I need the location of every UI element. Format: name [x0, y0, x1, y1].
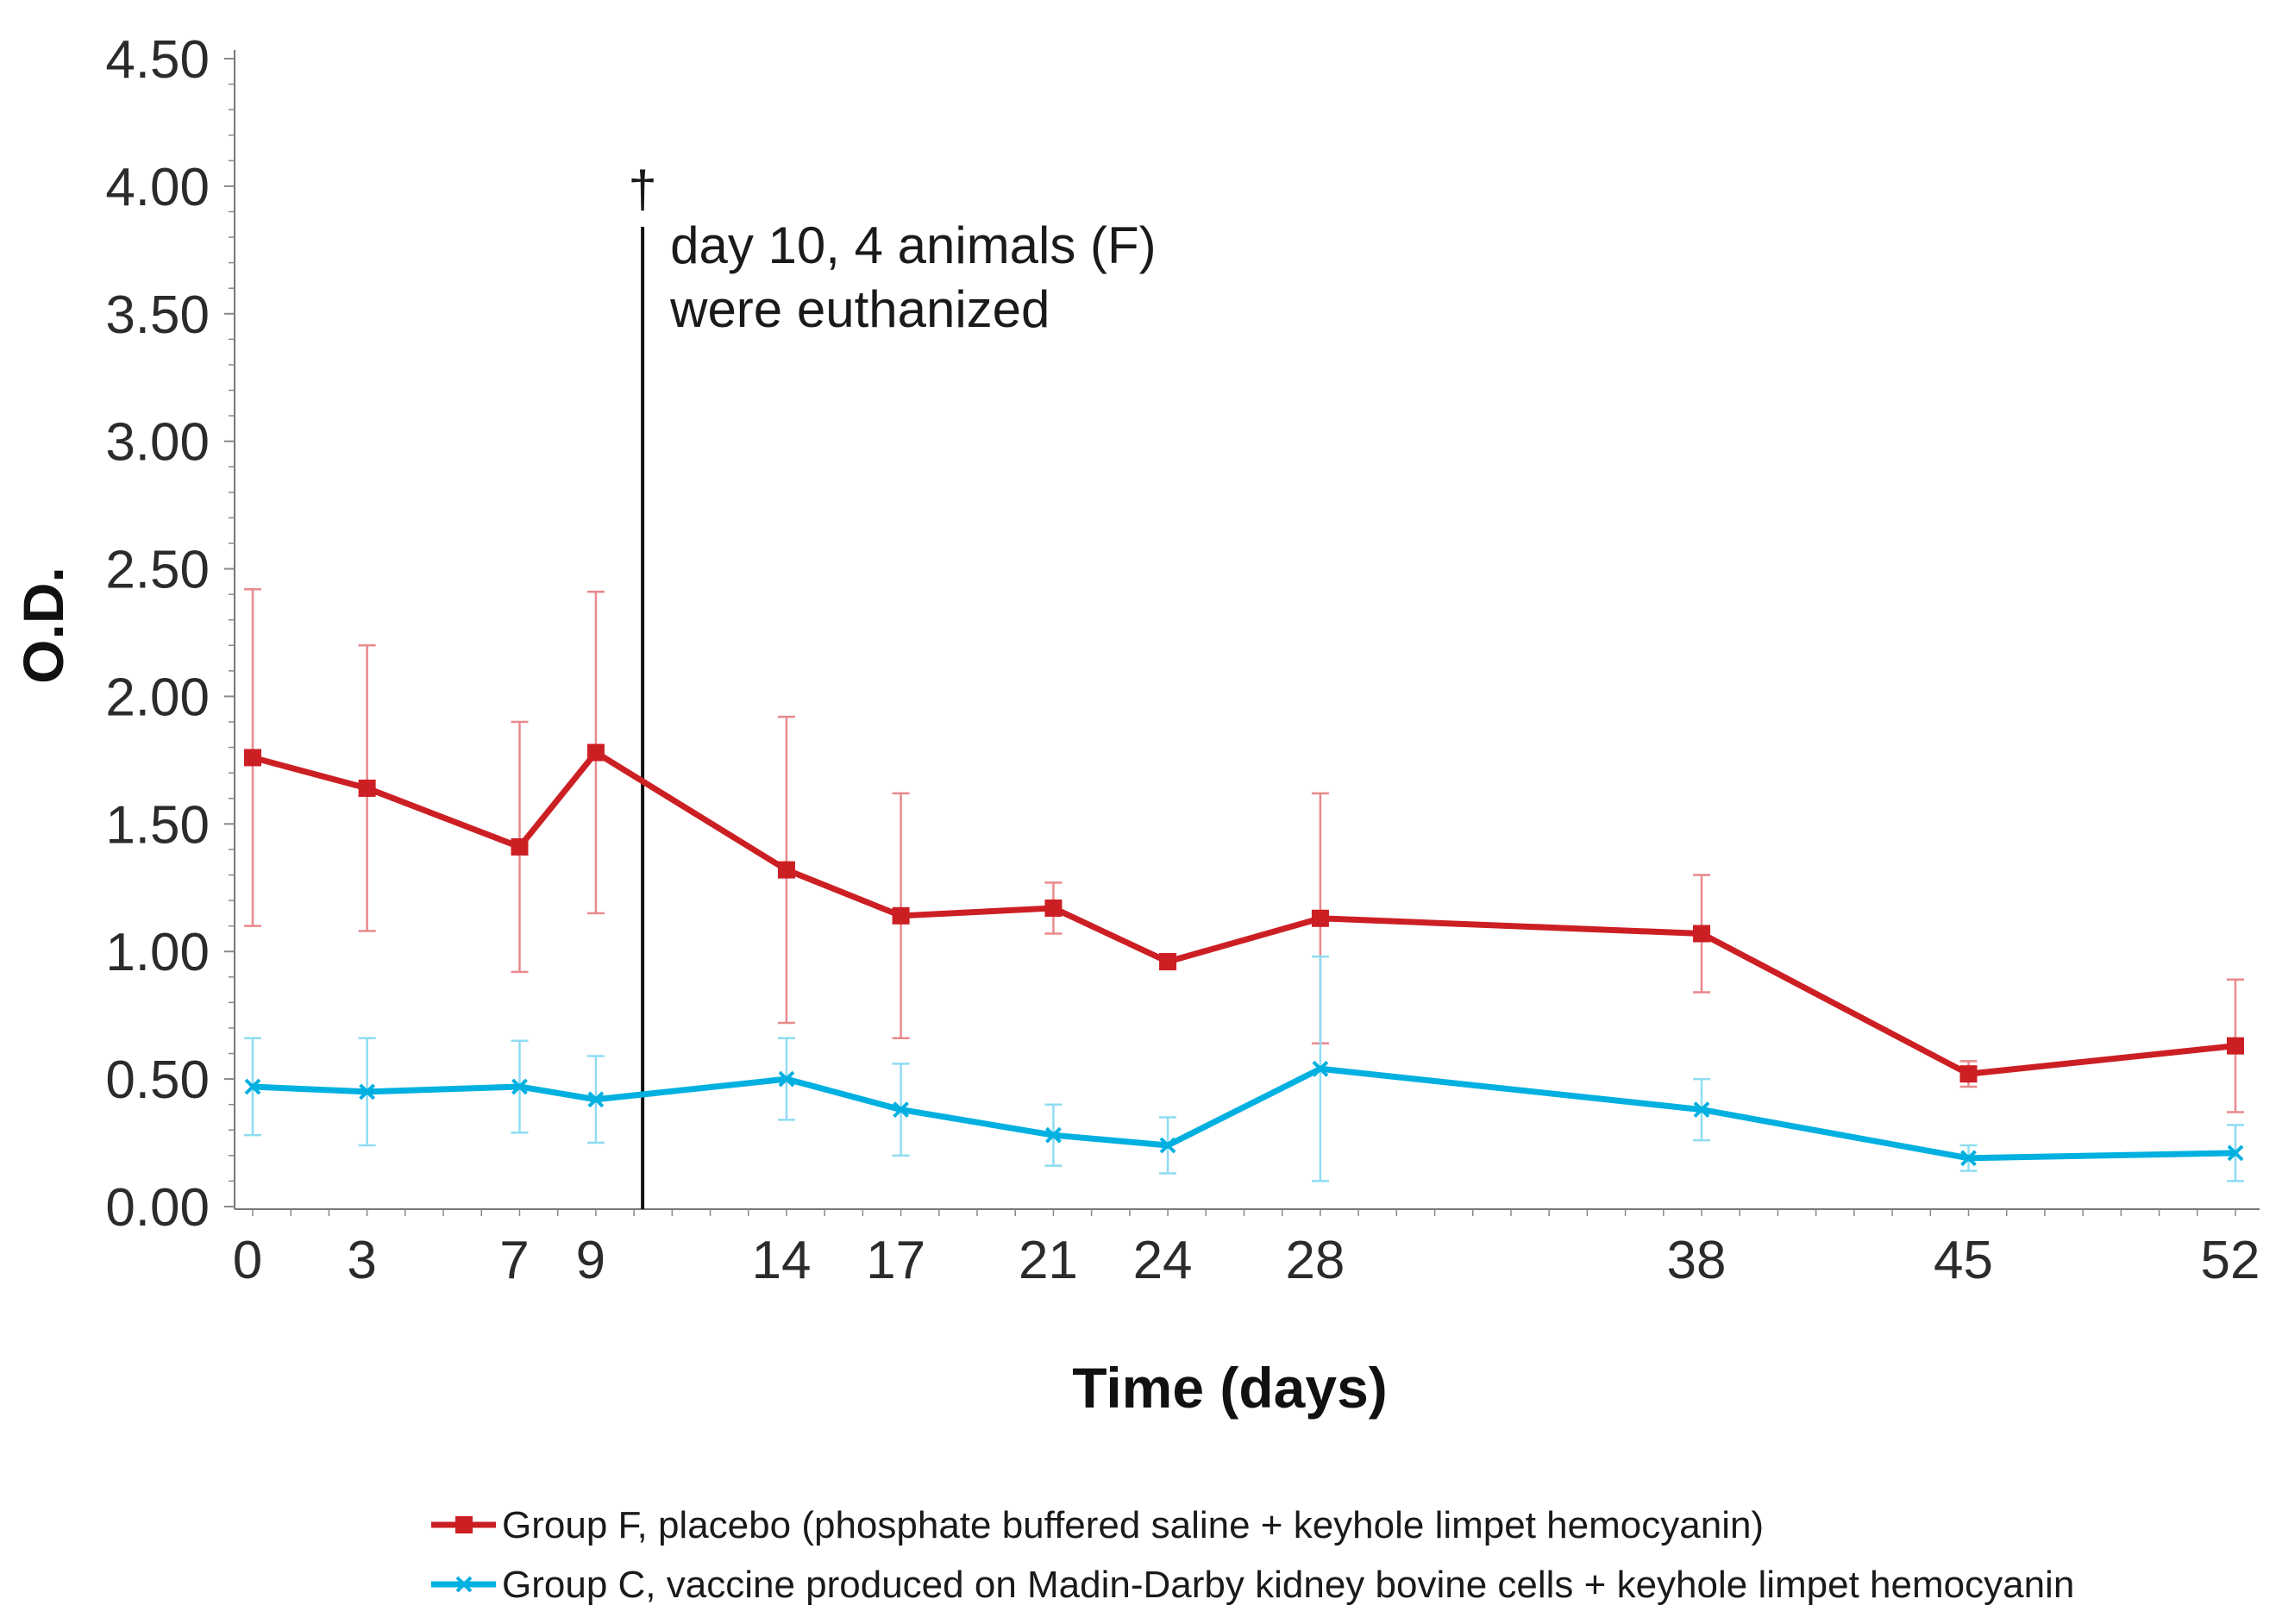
marker-stroke — [1960, 1150, 1977, 1167]
y-axis-title: O.D. — [11, 567, 75, 684]
data-point — [1693, 1101, 1710, 1119]
data-point — [586, 743, 605, 762]
legend-item: Group F, placebo (phosphate buffered sal… — [431, 1504, 1764, 1546]
data-point — [1159, 953, 1177, 971]
legend: Group F, placebo (phosphate buffered sal… — [431, 1504, 2074, 1606]
series-group-f — [244, 587, 2244, 1113]
data-point — [511, 1078, 528, 1095]
legend-label: Group F, placebo (phosphate buffered sal… — [502, 1504, 1764, 1546]
data-point — [1045, 1126, 1062, 1144]
series-line — [252, 1065, 2236, 1162]
data-point — [2227, 1144, 2244, 1162]
legend-item: Group C, vaccine produced on Madin-Darby… — [431, 1564, 2074, 1606]
data-point — [1159, 1137, 1176, 1154]
data-point — [1044, 899, 1063, 917]
marker-stroke — [511, 1078, 528, 1095]
data-point — [358, 779, 376, 797]
data-point — [1693, 925, 1711, 943]
data-point — [1312, 1060, 1329, 1077]
series-group-c — [244, 955, 2244, 1182]
marker-stroke — [1312, 1060, 1329, 1077]
x-tick-label: 24 — [1133, 1231, 1193, 1290]
marker-stroke — [587, 1091, 605, 1108]
y-tick-label: 0.50 — [105, 1050, 210, 1110]
x-tick-label: 21 — [1019, 1231, 1078, 1290]
data-point — [1960, 1150, 1977, 1167]
legend-label: Group C, vaccine produced on Madin-Darby… — [502, 1564, 2074, 1606]
data-point — [244, 1078, 261, 1095]
x-tick-label: 0 — [233, 1231, 262, 1290]
marker-stroke — [1693, 1101, 1710, 1119]
series-layer — [244, 587, 2244, 1182]
series-line — [252, 749, 2236, 1077]
data-point — [511, 837, 529, 856]
marker-stroke — [778, 1070, 795, 1088]
x-tick-label: 52 — [2201, 1231, 2260, 1290]
marker-stroke — [244, 1078, 261, 1095]
y-tick-label: 4.50 — [105, 30, 210, 90]
y-tick-label: 4.00 — [105, 158, 210, 217]
data-point — [359, 1083, 376, 1100]
axes — [234, 50, 2260, 1210]
y-tick-label: 1.00 — [105, 923, 210, 982]
y-tick-label: 2.50 — [105, 541, 210, 600]
marker-stroke — [893, 1101, 910, 1119]
data-point — [777, 861, 795, 879]
data-point — [244, 749, 261, 767]
marker-stroke — [359, 1083, 376, 1100]
legend-marker — [455, 1516, 473, 1533]
data-point — [587, 1091, 605, 1108]
y-tick-label: 2.00 — [105, 668, 210, 727]
x-tick-label: 45 — [1934, 1231, 1993, 1290]
y-tick-label: 0.00 — [105, 1178, 210, 1238]
data-point — [1959, 1065, 1978, 1083]
x-tick-label: 28 — [1285, 1231, 1345, 1290]
marker-stroke — [2227, 1144, 2244, 1162]
data-point — [893, 1101, 910, 1119]
x-tick-label: 7 — [499, 1231, 529, 1290]
data-point — [892, 906, 910, 925]
marker-stroke — [1159, 1137, 1176, 1154]
x-tick-label: 38 — [1667, 1231, 1727, 1290]
y-tick-label: 3.50 — [105, 285, 210, 345]
y-tick-label: 3.00 — [105, 413, 210, 473]
dagger-symbol: † — [628, 160, 656, 218]
x-tick-label: 14 — [751, 1231, 811, 1290]
data-point — [1311, 909, 1329, 927]
data-point — [778, 1070, 795, 1088]
marker-stroke — [1045, 1126, 1062, 1144]
y-tick-label: 1.50 — [105, 795, 210, 855]
x-tick-label: 17 — [866, 1231, 925, 1290]
annotation-text: day 10, 4 animals (F) — [670, 216, 1157, 274]
annotation-text: were euthanized — [669, 280, 1050, 338]
x-tick-label: 9 — [576, 1231, 605, 1290]
x-axis-title: Time (days) — [1072, 1356, 1388, 1420]
y-axis-ticks: 0.00 0.50 1.00 1.50 2.00 2.50 3.00 3.50 4.00 4.50 — [105, 30, 235, 1238]
x-tick-label: 3 — [347, 1231, 376, 1290]
x-axis-ticks: 0 3 7 9 14 17 21 24 28 38 45 52 — [233, 1209, 2260, 1290]
euthanasia-annotation: †day 10, 4 animals (F) were euthanized — [628, 160, 1157, 1209]
legend-marker — [455, 1576, 473, 1593]
data-point — [2227, 1037, 2244, 1055]
